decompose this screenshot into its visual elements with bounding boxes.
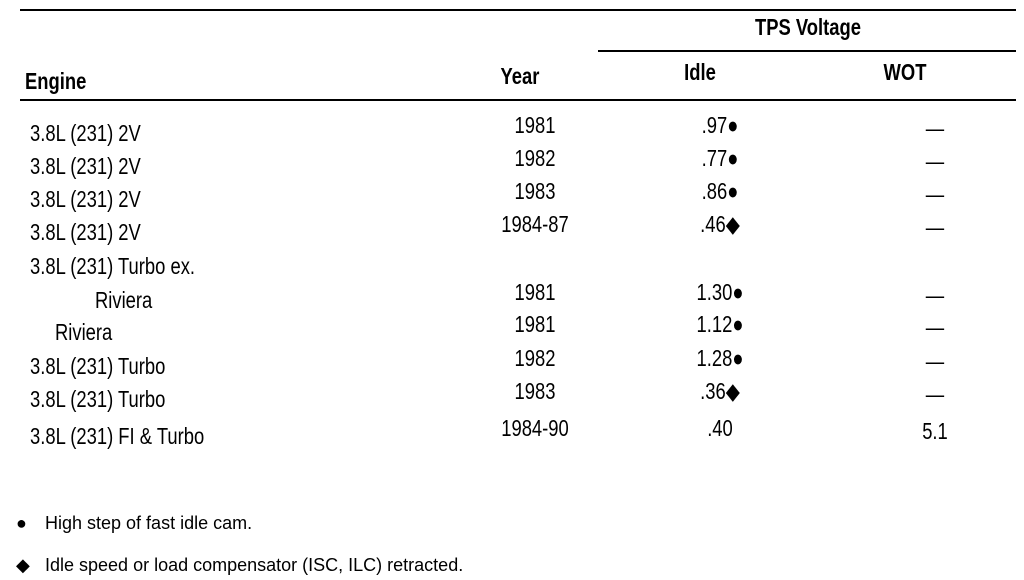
year-cell: 1984-90 xyxy=(501,415,569,441)
column-header: Engine xyxy=(25,68,87,94)
voltage-cell: .36◆ xyxy=(700,378,740,404)
voltage-cell: — xyxy=(925,314,945,340)
voltage-cell: .86● xyxy=(701,178,739,204)
voltage-cell: 1.30● xyxy=(696,279,744,305)
engine-cell: 3.8L (231) 2V xyxy=(30,219,141,245)
engine-cell: 3.8L (231) 2V xyxy=(30,153,141,179)
header-rule xyxy=(20,99,1016,101)
engine-cell: 3.8L (231) 2V xyxy=(30,120,141,146)
voltage-cell: 1.12● xyxy=(696,311,744,337)
voltage-cell: — xyxy=(925,282,945,308)
voltage-cell: — xyxy=(925,181,945,207)
year-cell: 1981 xyxy=(514,112,556,138)
voltage-cell: — xyxy=(925,381,945,407)
group-rule xyxy=(598,50,1016,52)
year-cell: 1982 xyxy=(514,145,556,171)
footnote-text: Idle speed or load compensator (ISC, ILC… xyxy=(45,555,464,575)
column-header: Year xyxy=(500,63,540,89)
voltage-cell: .46◆ xyxy=(700,211,740,237)
engine-cell: Riviera xyxy=(95,287,153,313)
column-header: Idle xyxy=(684,59,716,85)
footnote-symbol: ◆ xyxy=(16,555,30,575)
footnote-text: High step of fast idle cam. xyxy=(45,513,253,533)
footnote-symbol: ● xyxy=(16,513,27,533)
top-rule xyxy=(20,9,1016,11)
engine-cell: 3.8L (231) Turbo xyxy=(30,353,166,379)
engine-cell: 3.8L (231) FI & Turbo xyxy=(30,423,205,449)
column-header: WOT xyxy=(883,59,927,85)
voltage-cell: — xyxy=(925,148,945,174)
engine-cell: 3.8L (231) Turbo ex. xyxy=(30,253,196,279)
group-header: TPS Voltage xyxy=(755,14,861,40)
voltage-cell: .97● xyxy=(701,112,739,138)
engine-cell: Riviera xyxy=(55,319,113,345)
engine-cell: 3.8L (231) 2V xyxy=(30,186,141,212)
engine-cell: 3.8L (231) Turbo xyxy=(30,386,166,412)
voltage-cell: — xyxy=(925,115,945,141)
voltage-cell: .77● xyxy=(701,145,739,171)
year-cell: 1981 xyxy=(514,279,556,305)
voltage-cell: 5.1 xyxy=(922,418,948,444)
voltage-cell: — xyxy=(925,348,945,374)
year-cell: 1981 xyxy=(514,311,556,337)
year-cell: 1984-87 xyxy=(501,211,569,237)
year-cell: 1982 xyxy=(514,345,556,371)
voltage-cell: .40 xyxy=(707,415,733,441)
year-cell: 1983 xyxy=(514,378,556,404)
voltage-cell: — xyxy=(925,214,945,240)
voltage-cell: 1.28● xyxy=(696,345,744,371)
year-cell: 1983 xyxy=(514,178,556,204)
